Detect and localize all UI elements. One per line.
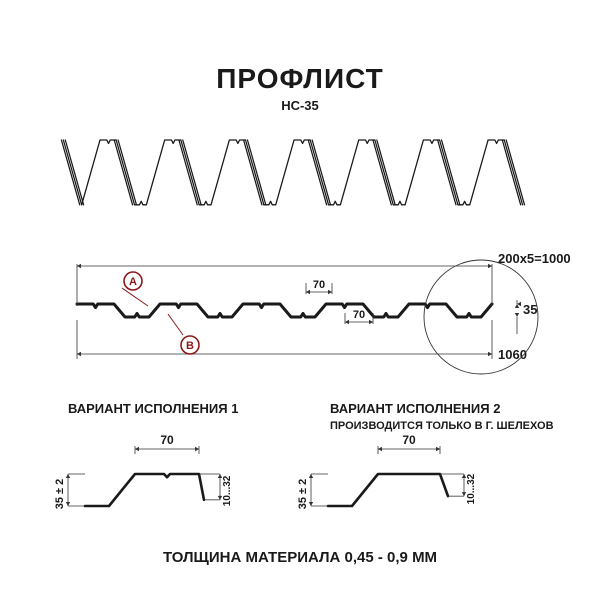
svg-text:35: 35 bbox=[523, 302, 537, 317]
svg-text:ПРОФЛИСТ: ПРОФЛИСТ bbox=[216, 63, 383, 94]
svg-text:70: 70 bbox=[313, 279, 325, 291]
svg-text:200х5=1000: 200х5=1000 bbox=[498, 251, 571, 266]
svg-text:ВАРИАНТ ИСПОЛНЕНИЯ 1: ВАРИАНТ ИСПОЛНЕНИЯ 1 bbox=[68, 401, 238, 416]
svg-text:10...32: 10...32 bbox=[466, 473, 477, 504]
svg-text:35 ± 2: 35 ± 2 bbox=[54, 479, 66, 510]
svg-text:35 ± 2: 35 ± 2 bbox=[297, 479, 309, 510]
svg-text:A: A bbox=[129, 276, 137, 288]
svg-text:70: 70 bbox=[353, 309, 365, 321]
svg-text:1060: 1060 bbox=[498, 347, 527, 362]
svg-text:ТОЛЩИНА МАТЕРИАЛА 0,45 - 0,9 М: ТОЛЩИНА МАТЕРИАЛА 0,45 - 0,9 ММ bbox=[163, 549, 437, 566]
svg-text:ВАРИАНТ ИСПОЛНЕНИЯ 2: ВАРИАНТ ИСПОЛНЕНИЯ 2 bbox=[330, 401, 500, 416]
svg-text:70: 70 bbox=[160, 433, 174, 447]
svg-text:НС-35: НС-35 bbox=[281, 98, 319, 113]
svg-text:B: B bbox=[186, 340, 194, 352]
svg-text:70: 70 bbox=[402, 433, 416, 447]
svg-text:ПРОИЗВОДИТСЯ ТОЛЬКО В Г. ШЕЛЕХ: ПРОИЗВОДИТСЯ ТОЛЬКО В Г. ШЕЛЕХОВ bbox=[330, 420, 554, 432]
svg-text:10...32: 10...32 bbox=[222, 475, 233, 506]
